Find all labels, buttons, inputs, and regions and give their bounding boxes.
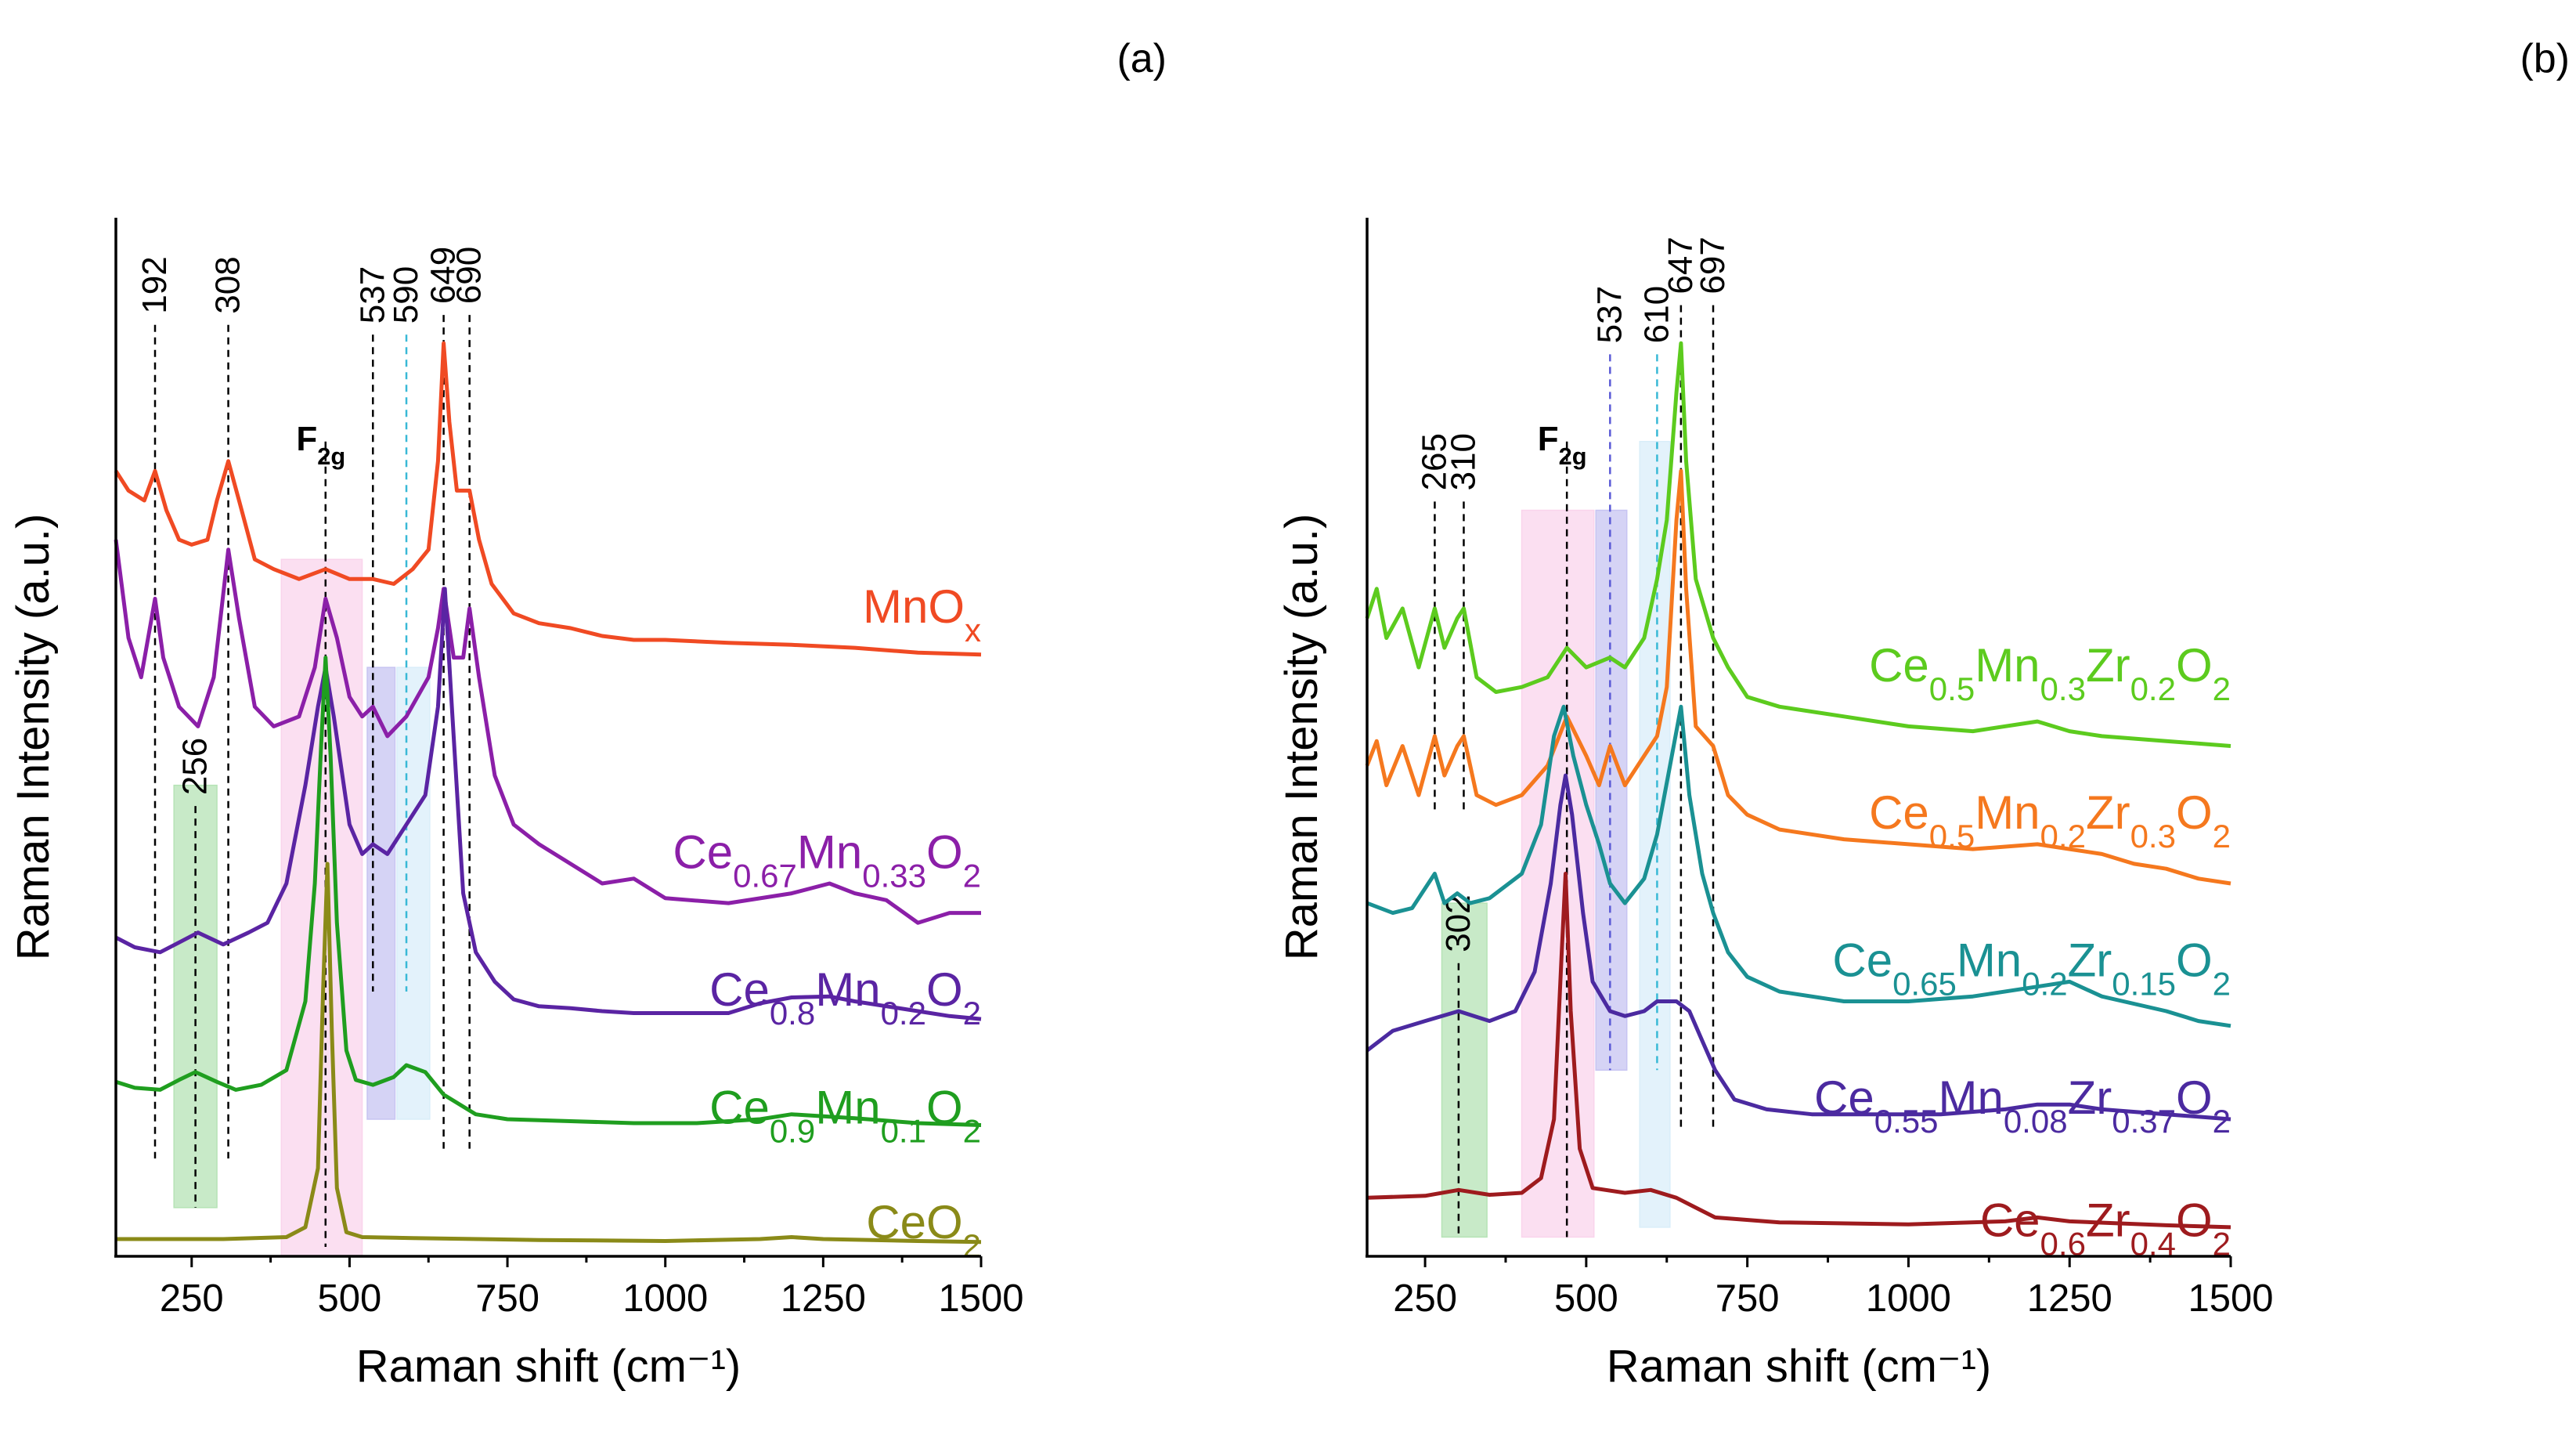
spectrum-line-0 [114,341,982,657]
series-label-4: CeO2 [866,1196,981,1264]
spectrum-line-2 [114,587,982,1021]
series-label-1: Ce0.67Mn0.33O2 [673,826,981,894]
band-green-0 [1441,902,1488,1238]
panel-label: (a) [1117,36,1167,81]
peak-label-308: 308 [209,256,247,313]
peak-label-647: 647 [1661,237,1700,294]
x-tick-label-250: 250 [1393,1277,1457,1320]
series-label-0: Ce0.5Mn0.3Zr0.2O2 [1869,639,2231,707]
band-lightblue-3 [1639,440,1671,1228]
x-tick-label-1500: 1500 [938,1277,1023,1320]
x-tick-label-500: 500 [318,1277,382,1320]
spectrum-line-1 [1365,468,2231,886]
series-label-3: Ce0.55Mn0.08Zr0.37O2 [1814,1071,2231,1140]
peak-label-690: 690 [450,247,489,304]
x-axis-title: Raman shift (cm⁻¹) [356,1341,741,1392]
series-label-0: MnOx [863,580,981,649]
series-label-2: Ce0.8Mn0.2O2 [709,963,981,1032]
peak-label-265: 265 [1415,433,1453,490]
panel-label: (b) [2520,36,2570,81]
spectrum-line-3 [1366,773,2231,1122]
band-lightblue-3 [396,667,431,1120]
y-axis-title: Raman Intensity (a.u.) [1276,514,1327,961]
peak-label-590: 590 [387,266,425,323]
x-tick-label-500: 500 [1554,1277,1618,1320]
x-axis-title: Raman shift (cm⁻¹) [1607,1341,1991,1392]
series-label-4: Ce0.6Zr0.4O2 [1980,1194,2231,1263]
peak-label-310: 310 [1444,433,1482,490]
x-tick-label-1250: 1250 [2027,1277,2112,1320]
x-tick-label-1000: 1000 [622,1277,708,1320]
spectrum-line-1 [114,539,981,925]
spectrum-line-3 [115,656,982,1127]
band-violet-2 [1595,509,1628,1071]
spectrum-line-4 [116,862,982,1245]
band-pink-1 [1521,509,1595,1238]
band-pink-1 [280,558,363,1258]
peak-label-192: 192 [135,256,174,313]
peak-label-537: 537 [1590,286,1629,343]
series-label-3: Ce0.9Mn0.1O2 [709,1081,981,1149]
series-label-2: Ce0.65Mn0.2Zr0.15O2 [1832,934,2231,1002]
x-tick-label-1250: 1250 [781,1277,866,1320]
peak-label-610: 610 [1637,286,1676,343]
series-label-1: Ce0.5Mn0.2Zr0.3O2 [1869,786,2231,854]
peak-label-256: 256 [176,738,215,795]
x-tick-label-750: 750 [1716,1277,1780,1320]
y-axis-title: Raman Intensity (a.u.) [8,514,59,961]
x-tick-label-250: 250 [160,1277,224,1320]
x-tick-label-750: 750 [475,1277,539,1320]
peak-label-649: 649 [424,247,463,304]
mode-label-f2g: F2g [296,420,345,470]
peak-label-537: 537 [353,266,391,323]
x-tick-label-1500: 1500 [2188,1277,2273,1320]
x-tick-label-1000: 1000 [1866,1277,1951,1320]
peak-label-697: 697 [1694,237,1732,294]
band-violet-2 [366,667,396,1120]
spectrum-line-4 [1366,872,2231,1230]
mode-label-f2g: F2g [1538,420,1587,470]
spectrum-line-0 [1365,341,2231,748]
spectrum-line-2 [1366,704,2231,1028]
